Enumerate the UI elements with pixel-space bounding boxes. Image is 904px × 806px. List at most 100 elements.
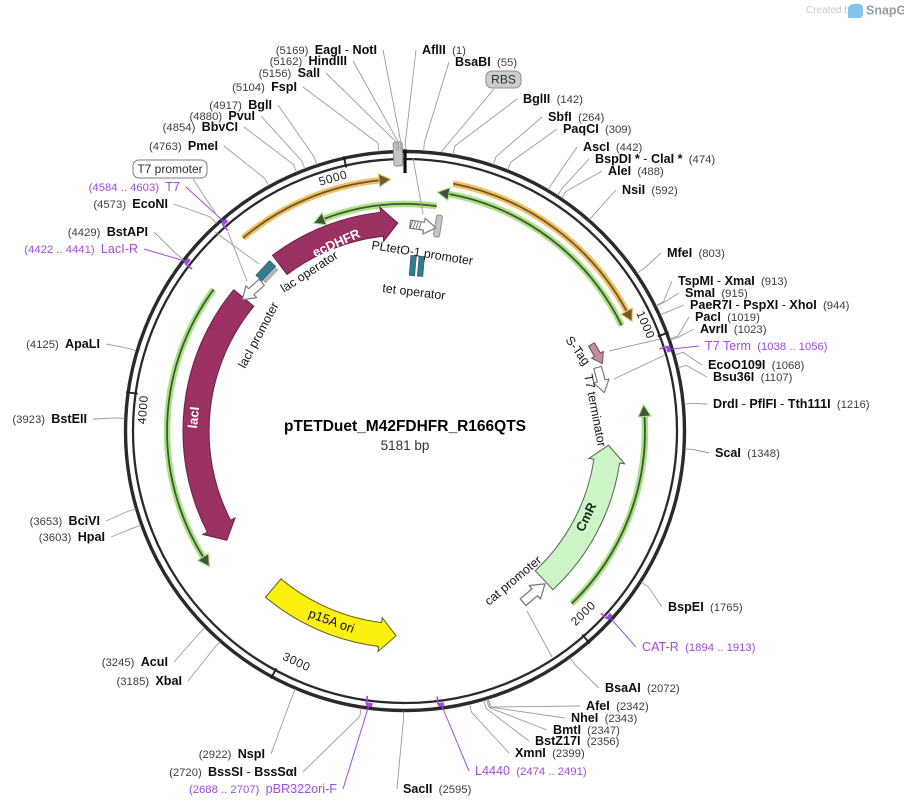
- snapgene-logo-icon: [848, 4, 863, 18]
- site-callout-line: [187, 641, 221, 682]
- enzyme-site-label-nhei[interactable]: NheI (2343): [571, 711, 637, 725]
- enzyme-site-label-alei[interactable]: AleI (488): [608, 164, 664, 178]
- t7-terminator-arrow-shape: [592, 365, 610, 394]
- enzyme-site-label-acui[interactable]: (3245) AcuI: [102, 655, 168, 669]
- enzyme-site-label-nspi[interactable]: (2922) NspI: [199, 747, 265, 761]
- primer-label-t7[interactable]: (4584 .. 4603) T7: [89, 180, 180, 194]
- feature-p15a-ori[interactable]: [264, 578, 397, 653]
- site-callout-line: [492, 116, 543, 165]
- feature-cmr[interactable]: [534, 444, 626, 591]
- position-tick: [126, 391, 138, 395]
- primer-marker-hook: [436, 696, 440, 706]
- enzyme-site-label-drdi[interactable]: DrdI - PflFI - Tth111I (1216): [713, 397, 870, 411]
- enzyme-site-label-bsu36i[interactable]: Bsu36I (1107): [713, 370, 793, 384]
- enzyme-site-label-avrii[interactable]: AvrII (1023): [700, 322, 767, 336]
- connector-line: [440, 88, 495, 153]
- enzyme-site-label-bspei[interactable]: BspEI (1765): [668, 600, 743, 614]
- hatch-line: [412, 221, 416, 229]
- enzyme-site-label-fspi[interactable]: (5104) FspI: [232, 80, 297, 94]
- enzyme-site-label-scai[interactable]: ScaI (1348): [715, 446, 780, 460]
- tet-operator-box[interactable]: [408, 255, 425, 277]
- feature-laci[interactable]: [182, 289, 255, 541]
- primer-label-laci-r[interactable]: (4422 .. 4441) LacI-R: [24, 242, 138, 256]
- position-tick-label: 4000: [135, 395, 151, 425]
- pltet-o1-marker-rect: [433, 214, 443, 238]
- site-callout-line: [173, 627, 206, 663]
- site-callout-line: [382, 49, 402, 151]
- laci-promoter-arrow[interactable]: [237, 276, 267, 305]
- enzyme-site-label-nsii[interactable]: NsiI (592): [622, 183, 678, 197]
- enzyme-site-label-ecoo109i[interactable]: EcoO109I (1068): [708, 358, 805, 372]
- t7-terminator-arrow[interactable]: [590, 365, 612, 394]
- site-callout-line: [423, 61, 450, 152]
- enzyme-site-label-bglii[interactable]: BglII (142): [523, 92, 583, 106]
- site-callout-line: [277, 104, 318, 165]
- enzyme-site-label-sacii[interactable]: SacII (2595): [403, 782, 472, 796]
- t7-promoter-badge[interactable]: [132, 159, 208, 179]
- enzyme-site-label-sali[interactable]: (5156) SalI: [259, 66, 320, 80]
- enzyme-site-label-bsabi[interactable]: BsaBI (55): [455, 55, 517, 69]
- cat-promoter-arrow[interactable]: [517, 577, 550, 609]
- site-callout-line: [302, 86, 380, 152]
- enzyme-site-label-sbfi[interactable]: SbfI (264): [548, 110, 605, 124]
- site-callout-line: [569, 657, 600, 689]
- enzyme-site-label-paer7i[interactable]: PaeR7I - PspXI - XhoI (944): [690, 298, 850, 312]
- enzyme-site-label-xmni[interactable]: XmnI (2399): [515, 746, 585, 760]
- feature-icons-layer: [237, 141, 612, 609]
- enzyme-site-label-bbvci[interactable]: (4854) BbvCI: [163, 120, 238, 134]
- enzyme-site-label-afei[interactable]: AfeI (2342): [586, 699, 649, 713]
- enzyme-site-label-pvui[interactable]: (4880) PvuI: [189, 109, 255, 123]
- primer-callout-line: [440, 703, 470, 772]
- enzyme-site-label-bmti[interactable]: BmtI (2347): [553, 723, 620, 737]
- feature-ecdhfr[interactable]: [271, 206, 399, 276]
- orf-arrowhead: [436, 186, 451, 202]
- primer-label-l4440[interactable]: L4440 (2474 .. 2491): [475, 764, 587, 778]
- connector-line: [227, 231, 248, 282]
- pltet-o1-promoter-arrow[interactable]: [408, 216, 437, 235]
- enzyme-site-label-pmei[interactable]: (4763) PmeI: [149, 139, 218, 153]
- primer-label-cat-r[interactable]: CAT-R (1894 .. 1913): [642, 640, 756, 654]
- site-callout-line: [452, 98, 518, 155]
- enzyme-site-label-bsteii[interactable]: (3923) BstEII: [12, 412, 87, 426]
- enzyme-site-label-hpai[interactable]: (3603) HpaI: [39, 530, 105, 544]
- site-callout-line: [270, 688, 296, 755]
- orf-arc-core: [452, 182, 628, 313]
- site-callout-line: [674, 351, 703, 366]
- primer-label-pbr322ori-f[interactable]: (2688 .. 2707) pBR322ori-F: [189, 782, 337, 796]
- watermark-brand: SnapGene: [866, 4, 904, 18]
- site-callout-line: [483, 700, 530, 742]
- enzyme-site-label-smai[interactable]: SmaI (915): [685, 286, 748, 300]
- enzyme-site-label-paqci[interactable]: PaqCI (309): [563, 122, 632, 136]
- enzyme-site-label-xbai[interactable]: (3185) XbaI: [116, 674, 182, 688]
- enzyme-site-label-aflii[interactable]: AflII (1): [422, 43, 466, 57]
- enzyme-site-label-bstapi[interactable]: (4429) BstAPI: [68, 225, 148, 239]
- site-callout-line: [223, 145, 270, 187]
- enzyme-site-label-hindiii[interactable]: (5162) HindIII: [270, 54, 347, 68]
- enzyme-site-label-asci[interactable]: AscI (442): [583, 140, 642, 154]
- enzyme-site-label-apali[interactable]: (4125) ApaLI: [26, 337, 100, 351]
- rbs-badge[interactable]: [485, 70, 522, 89]
- site-callout-line: [243, 126, 298, 173]
- primer-label-t7-term[interactable]: T7 Term (1038 .. 1056): [705, 339, 828, 353]
- lac-operator-box[interactable]: [255, 260, 279, 284]
- site-callout-line: [507, 128, 558, 171]
- pltet-o1-promoter-arrow-shape: [408, 217, 437, 235]
- primer-callout-line: [608, 615, 637, 648]
- enzyme-site-label-econi[interactable]: (4573) EcoNI: [93, 197, 168, 211]
- orf-arc-core: [242, 179, 380, 239]
- enzyme-site-label-eagi[interactable]: (5169) EagI - NotI: [276, 43, 377, 57]
- plasmid-size: 5181 bp: [381, 438, 430, 453]
- enzyme-site-label-bgli[interactable]: (4917) BglI: [209, 98, 272, 112]
- enzyme-site-label-paci[interactable]: PacI (1019): [695, 310, 760, 324]
- enzyme-site-label-bspdi[interactable]: BspDI * - ClaI * (474): [595, 152, 715, 166]
- enzyme-site-label-mfei[interactable]: MfeI (803): [667, 246, 725, 260]
- enzyme-site-label-bsaai[interactable]: BsaAI (2072): [605, 681, 680, 695]
- enzyme-site-label-bcivi[interactable]: (3653) BciVI: [30, 514, 100, 528]
- enzyme-site-label-bstz17i[interactable]: BstZ17I (2356): [535, 734, 620, 748]
- enzyme-site-label-bsssi[interactable]: (2720) BssSI - BssSαI: [169, 765, 297, 779]
- s-tag-arrow[interactable]: [586, 341, 609, 367]
- enzyme-site-label-tspmi[interactable]: TspMI - XmaI (913): [678, 274, 788, 288]
- connector-line: [526, 610, 553, 658]
